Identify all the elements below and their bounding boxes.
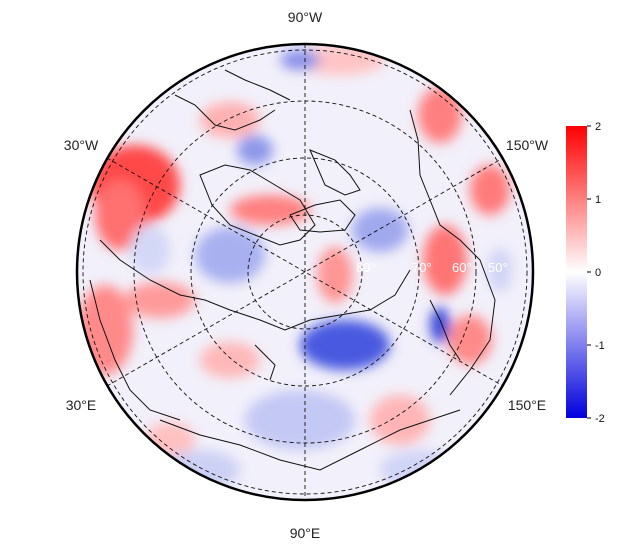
lon-label-90e: 90°E (290, 525, 321, 541)
colorbar-gradient (566, 126, 587, 418)
lon-label-30e: 30°E (66, 397, 97, 413)
map-border (75, 42, 535, 502)
ring-labels: 80° 70° 60° 50° (356, 260, 508, 275)
meridian-150-30 (106, 157, 504, 387)
lon-label-30w: 30°W (64, 137, 99, 153)
longitude-labels: 90°W 150°W 150°E 90°E 30°E 30°W (64, 9, 549, 541)
ring-label-60: 60° (452, 260, 472, 275)
meridian-30-150 (106, 157, 504, 387)
colorbar-tick-0: 0 (595, 267, 601, 279)
lat-ring-50 (82, 49, 528, 495)
lon-label-150e: 150°E (508, 397, 546, 413)
lon-label-90w: 90°W (288, 9, 323, 25)
colorbar: 2 1 0 -1 -2 (566, 121, 605, 425)
anomaly-field (77, 44, 533, 500)
colorbar-tick-neg1: -1 (595, 340, 605, 352)
graticule (82, 44, 528, 500)
lat-ring-70 (190, 157, 420, 387)
colorbar-tick-2: 2 (595, 121, 601, 133)
lon-label-150w: 150°W (506, 137, 549, 153)
coastlines (89, 69, 496, 471)
ring-label-80: 80° (356, 260, 376, 275)
ring-label-50: 50° (488, 260, 508, 275)
colorbar-tick-neg2: -2 (595, 413, 605, 425)
ring-label-70: 70° (412, 260, 432, 275)
colorbar-tick-1: 1 (595, 194, 601, 206)
